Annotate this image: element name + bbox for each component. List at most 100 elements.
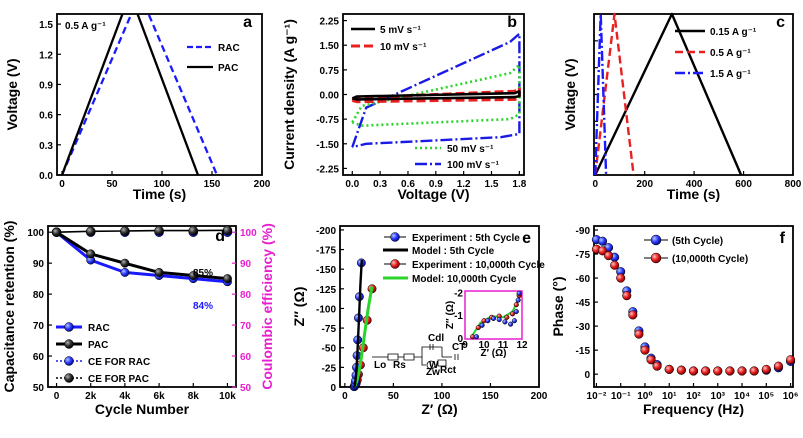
panel-e-inset-x-tick-label: 12 <box>516 340 528 351</box>
panel-b-series-0 <box>351 89 521 101</box>
panel-d-y-tick-label: 70 <box>33 321 45 332</box>
panel-d-y2-tick-label: 60 <box>240 352 252 363</box>
panel-e-y-tick-label: -175 <box>316 246 336 257</box>
panel-f-point-10000 <box>676 365 686 375</box>
panel-e-frame <box>339 225 540 388</box>
panel-f-y-tick-label: -75 <box>576 250 591 261</box>
panel-f-y-label: Phase (°) <box>550 276 566 336</box>
panel-f-point-10000 <box>604 251 614 261</box>
panel-d-x-tick-label: 0 <box>54 391 60 402</box>
panel-f-y-tick-label: -60 <box>576 274 591 285</box>
panel-f-point-10000 <box>634 329 644 339</box>
panel-a-y-tick-label: 0.9 <box>39 80 53 91</box>
panel-d-annotation-pac: 85% <box>193 268 213 279</box>
panel-f-x-label: Frequency (Hz) <box>643 401 744 417</box>
panel-a-frame <box>56 13 263 176</box>
panel-a-x-tick-label: 150 <box>204 179 221 190</box>
panel-a-y-tick-label: 0.0 <box>39 171 53 182</box>
panel-a-y-tick-label: 1.5 <box>39 20 53 31</box>
panel-e-circuit-label: Zw <box>426 367 440 378</box>
panel-f-point-10000 <box>761 364 771 374</box>
panel-f-point-10000 <box>701 366 711 376</box>
panel-c-x-tick-label: 400 <box>686 179 703 190</box>
panel-c-x-tick-label: 0 <box>592 179 598 190</box>
panel-e-circuit-label: Lo <box>374 360 386 371</box>
panel-b-y-tick-label: 2.25 <box>320 17 340 28</box>
panel-d-y-tick-label: 100 <box>27 228 44 239</box>
panel-e-inset-y-tick-label: -2 <box>454 288 463 299</box>
panel-e-y-tick-label: -75 <box>322 324 337 335</box>
panel-b-y-tick-label: 1.50 <box>320 41 340 52</box>
panel-b-legend-1: 10 mV s⁻¹ <box>380 42 427 53</box>
panel-b-y-tick-label: 0.75 <box>320 66 340 77</box>
panel-e-circuit-warburg <box>426 360 436 370</box>
panel-f-legend-marker-0 <box>650 234 662 246</box>
panel-f-x-tick-label: 10⁻¹ <box>611 391 631 402</box>
panel-e-circuit-label: CT <box>452 342 465 353</box>
panel-e-circuit-label: W <box>429 360 439 371</box>
panel-f-legend-1: (10,000th Cycle) <box>672 254 748 265</box>
panel-d-y-tick-label: 90 <box>33 259 45 270</box>
panel-d-legend-marker-1 <box>64 339 74 349</box>
panel-f-x-tick-label: 10³ <box>711 391 726 402</box>
panel-d-annotation-rac: 84% <box>193 301 213 312</box>
panel-f-x-tick-label: 10⁶ <box>783 391 799 402</box>
panel-b-letter: b <box>507 14 517 31</box>
panel-f-x-tick-label: 10⁵ <box>758 391 774 402</box>
panel-c-series-1 <box>594 12 635 176</box>
panel-f-y-tick-label: -45 <box>576 298 591 309</box>
panel-e-inset-point-10000 <box>509 311 516 317</box>
panel-c-x-tick-label: 800 <box>785 179 802 190</box>
panel-e-inset-point-10000 <box>475 325 481 331</box>
panel-f-point-10000 <box>640 345 650 355</box>
panel-d-y-tick-label: 60 <box>33 352 45 363</box>
panel-d-point-ce-pac <box>85 226 96 237</box>
panel-d-y2-tick-label: 80 <box>240 290 252 301</box>
panel-e-inset-point-5 <box>479 322 485 328</box>
panel-e-x-tick-label: 0 <box>342 391 348 402</box>
panel-e-inset-y-tick-label: -1 <box>454 311 463 322</box>
panel-f-point-10000 <box>597 246 608 256</box>
panel-d-x-label: Cycle Number <box>95 401 190 417</box>
panel-f-point-10000 <box>652 361 662 371</box>
panel-b-x-tick-label: 0.6 <box>401 179 415 190</box>
panel-b-legend-0: 5 mV s⁻¹ <box>380 25 422 36</box>
panel-e-inset-point-5 <box>490 315 497 321</box>
panel-d-x-tick-label: 4k <box>119 391 131 402</box>
panel-f-x-tick-label: 10⁴ <box>734 391 750 402</box>
panel-e-inset-point-5 <box>515 297 521 303</box>
panel-b-x-tick-label: 1.2 <box>457 179 471 190</box>
panel-a-letter: a <box>243 14 252 31</box>
panel-d-y-tick-label: 80 <box>33 290 45 301</box>
panel-a-x-tick-label: 100 <box>154 179 171 190</box>
panel-e-y-tick-label: -125 <box>316 285 336 296</box>
panel-c-series-0 <box>594 12 743 176</box>
panel-e-legend-marker-0 <box>390 232 400 242</box>
panel-d-legend-0: RAC <box>88 323 110 334</box>
panel-a-plot-area <box>60 14 219 175</box>
panel-c-letter: c <box>776 14 785 31</box>
panel-b-x-tick-label: 1.5 <box>485 179 499 190</box>
panel-e-inset-point-5 <box>502 319 508 325</box>
panel-f-point-10000 <box>610 260 620 270</box>
panel-f-point-5 <box>597 236 608 246</box>
panel-a-x-tick-label: 0 <box>59 179 65 190</box>
panel-b-y-tick-label: -0.75 <box>316 115 339 126</box>
panel-b-x-tick-label: 1.8 <box>512 179 526 190</box>
panel-d-legend-3: CE FOR PAC <box>88 374 149 385</box>
panel-a-y-label: Voltage (V) <box>4 58 20 130</box>
panel-c-series-2 <box>594 12 608 176</box>
panel-d-point-pac <box>223 274 232 284</box>
panel-e-circuit-resistor-rct <box>437 359 447 367</box>
panel-e-circuit-capacitor-cdl <box>429 344 434 350</box>
panel-d-point-rac <box>120 267 130 277</box>
panel-b-x-tick-label: 0.9 <box>429 179 443 190</box>
panel-e-circuit-label: Cdl <box>428 333 444 344</box>
panel-e-circuit-resistor-lo <box>387 353 399 361</box>
panel-d-x-tick-label: 8k <box>188 391 200 402</box>
panel-f-legend-marker-1 <box>650 252 662 264</box>
panel-d-point-pac <box>120 258 130 268</box>
panel-d-point-pac <box>52 227 61 237</box>
panel-d-legend-2: CE FOR RAC <box>88 357 150 368</box>
